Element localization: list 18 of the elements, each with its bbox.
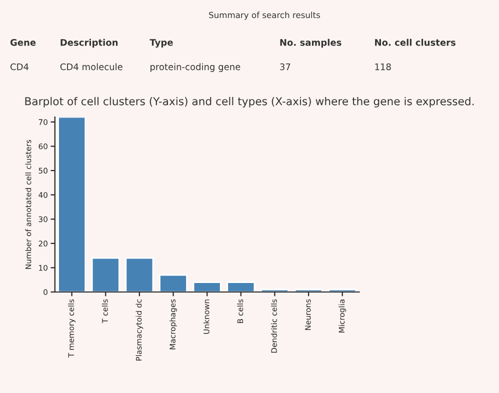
bar <box>58 117 86 292</box>
text: Gene <box>10 39 36 46</box>
chart-title: Barplot of cell clusters (Y-axis) and cell types (X-axis) where the gene is expressed. <box>25 96 474 108</box>
text: Type <box>150 39 173 48</box>
text: Description <box>60 38 118 48</box>
bar <box>91 257 120 292</box>
text: 118 <box>375 63 391 70</box>
text: 37 <box>280 63 290 70</box>
bar <box>192 282 222 292</box>
bar <box>125 257 154 292</box>
text: No. cell clusters <box>375 38 456 46</box>
text: No. samples <box>280 38 342 48</box>
text: Summary of search results <box>209 12 320 20</box>
bar <box>226 282 256 292</box>
bar <box>159 274 188 292</box>
text: CD4 molecule <box>60 63 122 70</box>
text: CD4 <box>10 63 28 70</box>
text: protein-coding gene <box>150 63 240 72</box>
